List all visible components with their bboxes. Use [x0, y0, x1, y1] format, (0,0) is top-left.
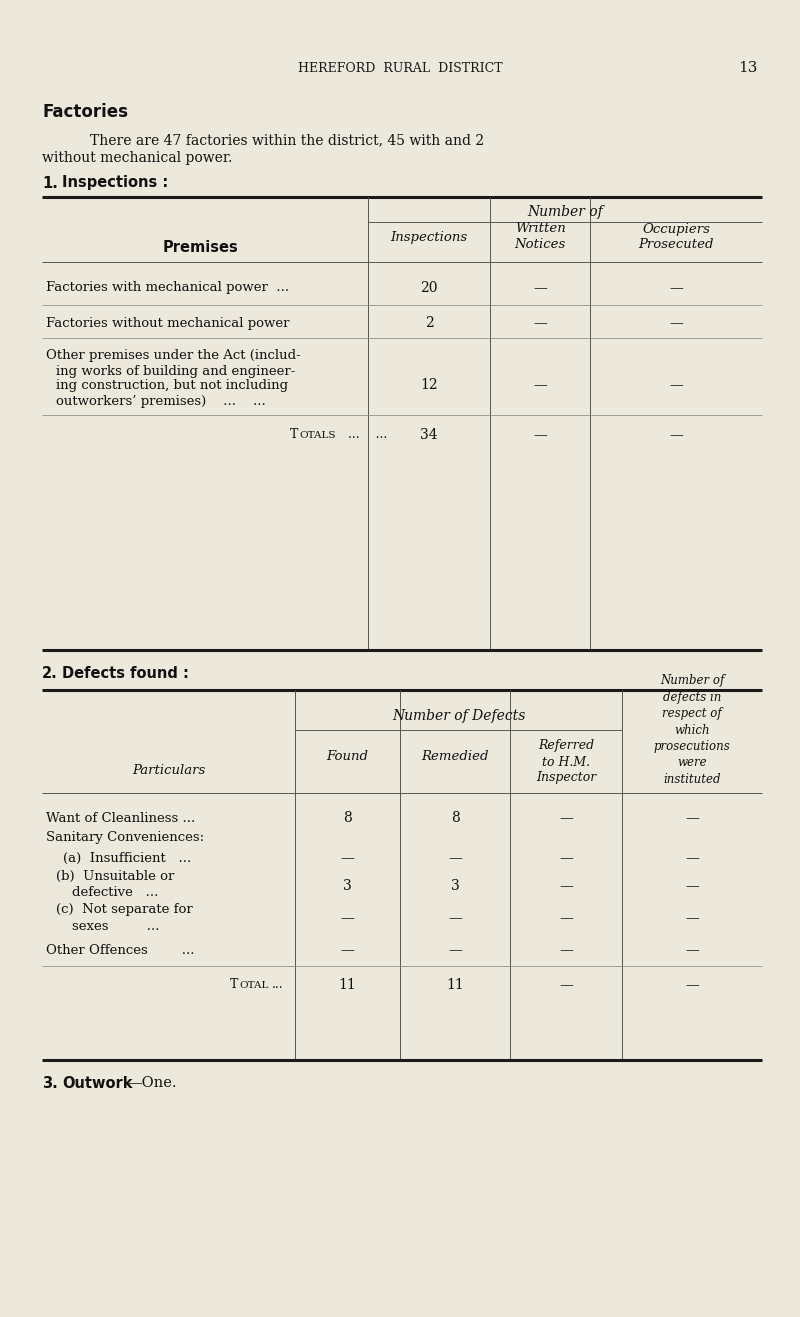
Text: 11: 11	[446, 979, 464, 992]
Text: Sanitary Conveniences:: Sanitary Conveniences:	[46, 831, 204, 844]
Text: —: —	[448, 911, 462, 925]
Text: Want of Cleanliness ...: Want of Cleanliness ...	[46, 811, 195, 824]
Text: —: —	[341, 851, 354, 865]
Text: Premises: Premises	[162, 241, 238, 255]
Text: Number of Defects: Number of Defects	[392, 709, 525, 723]
Text: (c)  Not separate for: (c) Not separate for	[56, 903, 193, 917]
Text: 34: 34	[420, 428, 438, 443]
Text: 8: 8	[343, 811, 352, 824]
Text: 3.: 3.	[42, 1076, 58, 1090]
Text: OTALS: OTALS	[299, 431, 335, 440]
Text: —: —	[533, 281, 547, 295]
Text: (b)  Unsuitable or: (b) Unsuitable or	[56, 869, 174, 882]
Text: —: —	[685, 911, 699, 925]
Text: Inspections: Inspections	[390, 230, 467, 244]
Text: 2: 2	[425, 316, 434, 331]
Text: defective   ...: defective ...	[72, 885, 158, 898]
Text: 8: 8	[450, 811, 459, 824]
Text: Inspections :: Inspections :	[62, 175, 168, 191]
Text: Found: Found	[326, 751, 369, 764]
Text: —: —	[685, 979, 699, 992]
Text: —: —	[559, 878, 573, 893]
Text: —: —	[559, 979, 573, 992]
Text: 11: 11	[338, 979, 356, 992]
Text: T: T	[290, 428, 298, 441]
Text: Defects found :: Defects found :	[62, 665, 189, 681]
Text: —: —	[559, 811, 573, 824]
Text: 12: 12	[420, 378, 438, 392]
Text: 20: 20	[420, 281, 438, 295]
Text: ing works of building and engineer-: ing works of building and engineer-	[56, 365, 295, 378]
Text: —: —	[341, 911, 354, 925]
Text: Particulars: Particulars	[132, 764, 205, 777]
Text: Remedied: Remedied	[422, 751, 489, 764]
Text: Factories with mechanical power  ...: Factories with mechanical power ...	[46, 282, 289, 295]
Text: —: —	[448, 851, 462, 865]
Text: outworkers’ premises)    ...    ...: outworkers’ premises) ... ...	[56, 395, 266, 407]
Text: ...: ...	[272, 979, 284, 992]
Text: —: —	[341, 943, 354, 957]
Text: —: —	[533, 428, 547, 443]
Text: ...    ...: ... ...	[348, 428, 387, 441]
Text: 1.: 1.	[42, 175, 58, 191]
Text: Other Offences        ...: Other Offences ...	[46, 943, 194, 956]
Text: There are 47 factories within the district, 45 with and 2: There are 47 factories within the distri…	[90, 133, 484, 148]
Text: —: —	[685, 851, 699, 865]
Text: —: —	[669, 281, 683, 295]
Text: —: —	[685, 811, 699, 824]
Text: —: —	[533, 316, 547, 331]
Text: Referred
to H.M.
Inspector: Referred to H.M. Inspector	[536, 740, 596, 785]
Text: without mechanical power.: without mechanical power.	[42, 151, 232, 165]
Text: —One.: —One.	[127, 1076, 177, 1090]
Text: sexes         ...: sexes ...	[72, 919, 159, 932]
Text: —: —	[448, 943, 462, 957]
Text: Other premises under the Act (includ-: Other premises under the Act (includ-	[46, 349, 301, 362]
Text: OTAL: OTAL	[239, 980, 268, 989]
Text: Occupiers
Prosecuted: Occupiers Prosecuted	[638, 223, 714, 252]
Text: HEREFORD  RURAL  DISTRICT: HEREFORD RURAL DISTRICT	[298, 62, 502, 75]
Text: —: —	[669, 316, 683, 331]
Text: 2.: 2.	[42, 665, 58, 681]
Text: —: —	[685, 943, 699, 957]
Text: 3: 3	[450, 878, 459, 893]
Text: —: —	[685, 878, 699, 893]
Text: Factories without mechanical power: Factories without mechanical power	[46, 316, 290, 329]
Text: Factories: Factories	[42, 103, 128, 121]
Text: Number of
defects in
respect of
which
prosecutions
were
instituted: Number of defects in respect of which pr…	[654, 674, 730, 786]
Text: —: —	[559, 911, 573, 925]
Text: —: —	[559, 851, 573, 865]
Text: (a)  Insufficient   ...: (a) Insufficient ...	[46, 852, 191, 864]
Text: 13: 13	[738, 61, 757, 75]
Text: —: —	[533, 378, 547, 392]
Text: —: —	[669, 378, 683, 392]
Text: Outwork: Outwork	[62, 1076, 133, 1090]
Text: Written
Notices: Written Notices	[514, 223, 566, 252]
Text: 3: 3	[343, 878, 352, 893]
Text: T: T	[230, 979, 238, 992]
Text: —: —	[559, 943, 573, 957]
Text: ing construction, but not including: ing construction, but not including	[56, 379, 288, 392]
Text: Number of: Number of	[527, 205, 603, 219]
Text: —: —	[669, 428, 683, 443]
